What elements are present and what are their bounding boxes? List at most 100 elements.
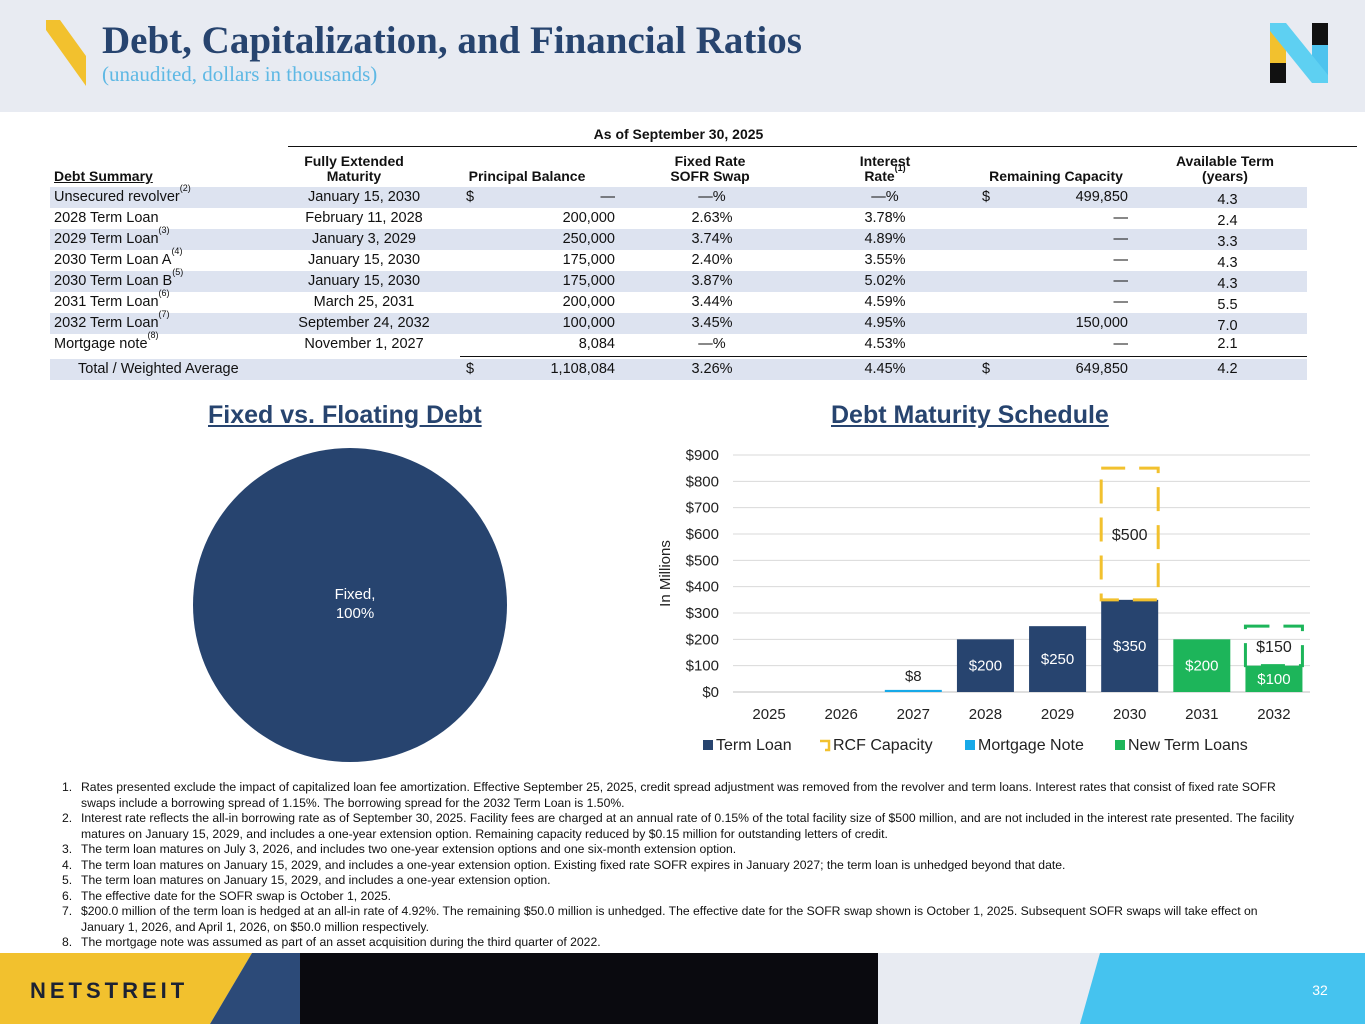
table-row: 2030 Term Loan B(5) January 15, 2030 175… (50, 267, 1307, 292)
legend-label: Mortgage Note (978, 737, 1084, 754)
row-capacity: — (1113, 294, 1129, 310)
page-subtitle: (unaudited, dollars in thousands) (102, 62, 378, 86)
row-capacity: — (1113, 252, 1129, 268)
row-maturity: February 11, 2028 (305, 210, 423, 226)
table-row: 2032 Term Loan(7) September 24, 2032 100… (50, 309, 1307, 334)
x-tick-label: 2029 (1041, 706, 1074, 723)
row-principal: 200,000 (562, 294, 615, 310)
bar-data-label: $8 (905, 668, 922, 685)
footnote-item: 6. The effective date for the SOFR swap i… (62, 888, 392, 903)
row-dollar: $ (466, 189, 475, 205)
footnote-item: 7. $200.0 million of the term loan is hed… (62, 904, 1258, 934)
page-title: Debt, Capitalization, and Financial Rati… (102, 19, 802, 62)
bar-data-label: $150 (1256, 639, 1292, 656)
bar-data-label: $200 (1185, 658, 1218, 675)
pie-slice-label: Fixed, 100% (334, 586, 376, 622)
total-rule (460, 356, 1307, 357)
row-capacity: — (1113, 210, 1129, 226)
row-principal: 175,000 (562, 252, 615, 268)
rcf-capacity-bar (1243, 624, 1304, 668)
y-tick-label: $800 (686, 473, 719, 490)
term-loan-bar (1101, 599, 1159, 692)
row-maturity: September 24, 2032 (298, 315, 430, 331)
row-capacity: — (1113, 336, 1129, 352)
row-term: 4.3 (1217, 192, 1238, 208)
x-tick-label: 2030 (1113, 706, 1146, 723)
x-tick-label: 2027 (897, 706, 930, 723)
mortgage-note-bar (884, 689, 942, 692)
total-capacity: 649,850 (1075, 361, 1128, 377)
row-capacity: 150,000 (1075, 315, 1128, 331)
legend-swatch (965, 740, 975, 750)
row-name: 2030 Term Loan A(4) (54, 246, 183, 268)
chart-title: Debt Maturity Schedule (831, 401, 1109, 429)
row-swap: —% (698, 336, 726, 352)
gold-stripe-icon (46, 20, 86, 86)
row-name: 2032 Term Loan(7) (54, 309, 170, 331)
row-principal: 100,000 (562, 315, 615, 331)
footnote-item: 3. The term loan matures on July 3, 2026,… (62, 842, 737, 856)
row-maturity: January 15, 2030 (307, 273, 421, 289)
row-rate: —% (871, 189, 899, 205)
row-rate: 4.95% (864, 315, 906, 331)
row-capacity: — (1113, 231, 1129, 247)
x-tick-label: 2028 (969, 706, 1002, 723)
row-swap: 2.63% (691, 210, 733, 226)
y-tick-label: $300 (686, 605, 719, 622)
row-swap: 3.45% (691, 315, 733, 331)
footer-band (0, 953, 1365, 1024)
header-swap: Fixed Rate SOFR Swap (670, 153, 750, 184)
legend-swatch (1115, 740, 1125, 750)
y-tick-label: $0 (702, 684, 719, 701)
row-swap: 3.74% (691, 231, 733, 247)
total-swap: 3.26% (691, 361, 733, 377)
row-rate: 4.53% (864, 336, 906, 352)
row-principal: 8,084 (578, 336, 615, 352)
footnote-item: 1. Rates presented exclude the impact of … (62, 780, 1276, 810)
table-header: Debt Summary Fully Extended Maturity Prin… (50, 152, 1307, 188)
y-tick-label: $500 (686, 552, 719, 569)
rcf-capacity-bar (1099, 466, 1160, 602)
row-name: 2028 Term Loan (54, 210, 159, 226)
row-rate: 4.59% (864, 294, 906, 310)
footnotes: 1. Rates presented exclude the impact of … (62, 780, 1302, 951)
y-tick-label: $700 (686, 500, 719, 517)
term-loan-bar (1029, 626, 1087, 692)
total-name: Total / Weighted Average (78, 361, 239, 377)
row-rate: 5.02% (864, 273, 906, 289)
y-tick-label: $100 (686, 658, 719, 675)
row-principal: 250,000 (562, 231, 615, 247)
row-term: 7.0 (1217, 318, 1238, 334)
footnote-item: 4. The term loan matures on January 15, 2… (62, 857, 1066, 872)
legend-label: New Term Loans (1128, 737, 1248, 754)
row-swap: 3.87% (691, 273, 733, 289)
row-capacity: 499,850 (1075, 189, 1128, 205)
y-tick-label: $200 (686, 631, 719, 648)
pie-slice-fixed (193, 448, 507, 762)
row-maturity: March 25, 2031 (313, 294, 415, 310)
as-of-date: As of September 30, 2025 (593, 126, 764, 142)
total-dollar: $ (466, 361, 475, 377)
x-tick-label: 2026 (825, 706, 858, 723)
row-maturity: January 3, 2029 (312, 231, 416, 247)
legend-swatch (703, 740, 713, 750)
header-debt-summary: Debt Summary (54, 168, 153, 184)
row-maturity: November 1, 2027 (304, 336, 424, 352)
new-term-loan-bar (1173, 639, 1231, 692)
row-term: 3.3 (1217, 234, 1238, 250)
debt-maturity-chart: $0 $100 $200 $300 $400 $500 $600 $700 $800 $900 In… (657, 447, 1310, 754)
header-term: Available Term (years) (1175, 153, 1275, 184)
row-capacity: — (1113, 273, 1129, 289)
row-name: 2030 Term Loan B(5) (54, 267, 184, 289)
total-rate: 4.45% (864, 361, 906, 377)
term-loan-bar (956, 639, 1014, 692)
table-row: 2030 Term Loan A(4) January 15, 2030 175… (50, 246, 1307, 271)
total-principal: 1,108,084 (550, 361, 615, 377)
row-swap: —% (698, 189, 726, 205)
table-row: 2031 Term Loan(6) March 25, 2031 200,000… (50, 289, 1307, 313)
row-swap: 2.40% (691, 252, 733, 268)
pie-title: Fixed vs. Floating Debt (208, 401, 482, 429)
footnote-item: 8. The mortgage note was assumed as part … (62, 935, 601, 949)
row-cap-dollar: $ (982, 189, 991, 205)
legend-label: Term Loan (716, 737, 792, 754)
